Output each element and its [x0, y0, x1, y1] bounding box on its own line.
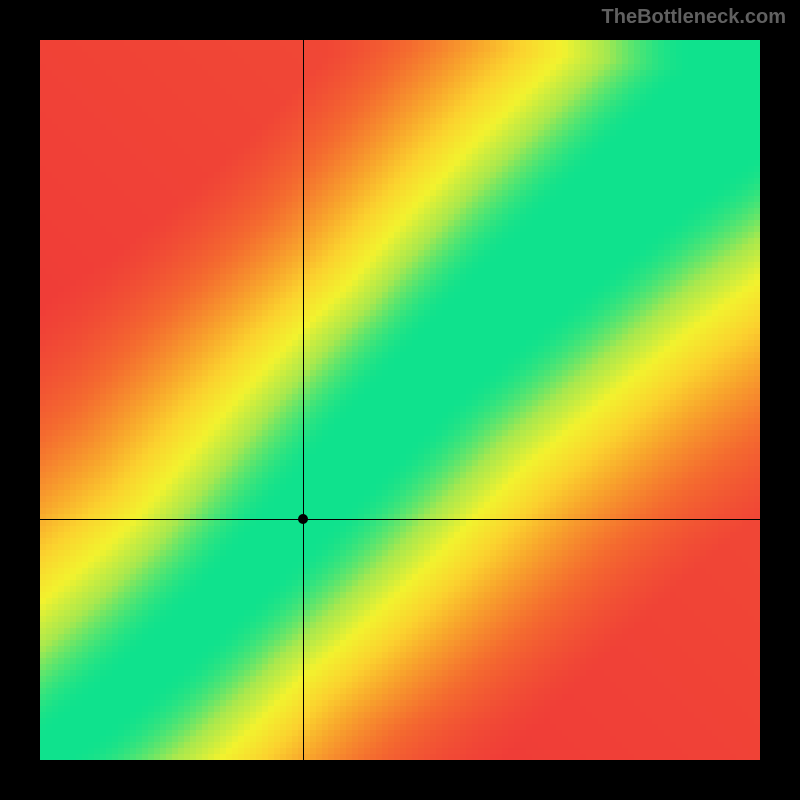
heatmap-canvas [40, 40, 760, 760]
heatmap-plot [40, 40, 760, 760]
watermark-text: TheBottleneck.com [602, 6, 786, 29]
chart-container: TheBottleneck.com [0, 0, 800, 800]
